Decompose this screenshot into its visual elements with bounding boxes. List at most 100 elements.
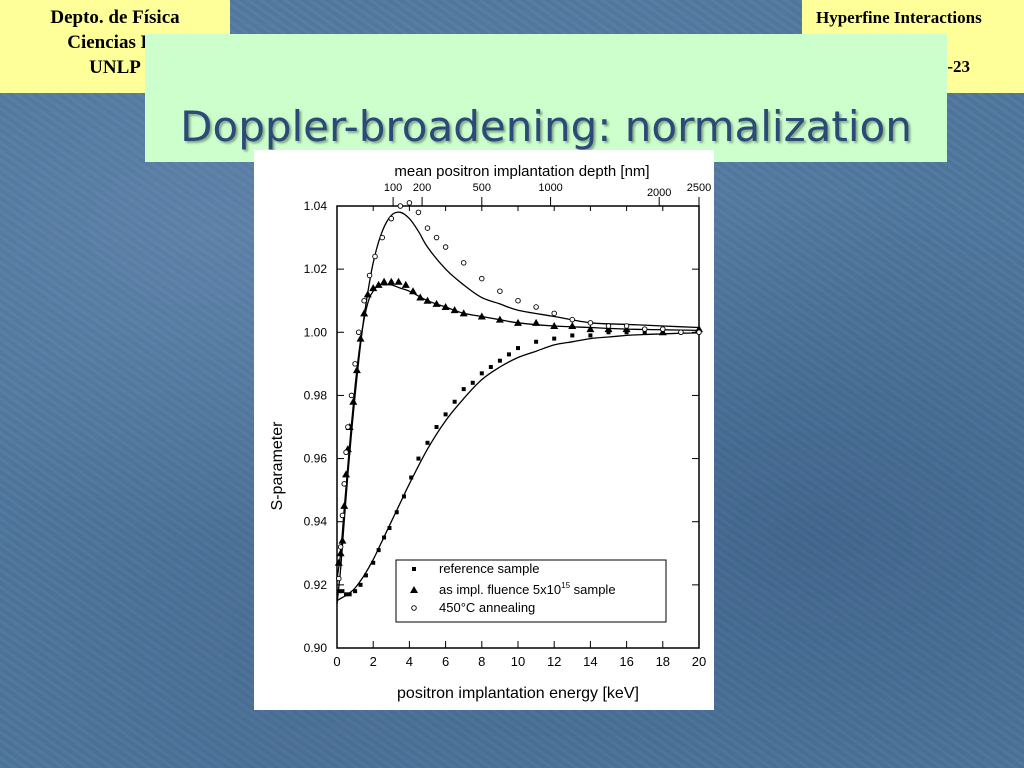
- legend-marker-triangle: [410, 586, 418, 593]
- data-point-triangle: [586, 325, 595, 333]
- y-tick-label: 0.92: [304, 578, 328, 592]
- data-point-triangle: [450, 306, 459, 314]
- data-point-circle: [533, 304, 539, 310]
- data-point-square: [452, 399, 457, 404]
- data-point-circle: [424, 225, 431, 231]
- data-point-triangle: [495, 315, 504, 323]
- data-point-circle: [460, 260, 467, 266]
- data-point-square: [479, 371, 484, 376]
- data-point-square: [416, 456, 421, 461]
- data-point-circle: [341, 481, 347, 487]
- data-point-circle: [678, 329, 684, 336]
- data-point-triangle: [401, 280, 410, 288]
- data-point-triangle: [374, 280, 383, 288]
- title-panel: Doppler-broadening: normalization: [145, 34, 947, 162]
- data-point-square: [382, 535, 387, 540]
- data-point-triangle: [432, 299, 441, 307]
- data-point-circle: [479, 275, 485, 282]
- data-point-circle: [623, 323, 630, 329]
- data-point-triangle: [369, 284, 378, 292]
- data-point-triangle: [360, 309, 369, 317]
- legend-label: 450°C annealing: [439, 600, 535, 615]
- data-point-square: [606, 330, 611, 335]
- data-point-square: [443, 412, 448, 417]
- data-point-square: [570, 333, 575, 338]
- data-point-square: [624, 330, 629, 335]
- y-tick-label: 0.96: [304, 452, 328, 466]
- data-point-square: [371, 560, 376, 565]
- data-point-circle: [343, 449, 349, 456]
- data-point-square: [534, 339, 539, 344]
- legend-marker-circle: [411, 605, 417, 611]
- data-point-triangle: [459, 309, 468, 317]
- data-point-triangle: [356, 334, 365, 342]
- data-point-triangle: [352, 366, 361, 374]
- slide-title: Doppler-broadening: normalization: [180, 102, 912, 151]
- y-axis-title: S-parameter: [269, 421, 286, 511]
- data-point-square: [347, 592, 352, 597]
- data-point-triangle: [416, 293, 425, 301]
- data-point-square: [387, 526, 392, 531]
- data-point-circle: [515, 297, 521, 304]
- course-line-1: Hyperfine Interactions: [816, 8, 982, 27]
- x-axis-title: positron implantation energy [keV]: [397, 685, 639, 702]
- data-point-circle: [415, 209, 422, 216]
- chart-legend: reference sample as impl. fluence 5x1015 …: [395, 559, 667, 623]
- data-point-square: [588, 333, 593, 338]
- data-point-circle: [433, 234, 440, 241]
- y-tick-label: 1.00: [304, 325, 328, 339]
- data-point-circle: [379, 234, 385, 241]
- top-tick-label: 200: [413, 182, 431, 194]
- data-point-circle: [337, 544, 344, 550]
- data-point-circle: [442, 244, 449, 250]
- y-tick-label: 0.94: [304, 515, 328, 529]
- institution-line-1: Depto. de Física: [50, 7, 180, 28]
- data-point-triangle: [477, 312, 486, 320]
- data-point-circle: [361, 297, 367, 304]
- x-tick-label: 2: [370, 654, 377, 669]
- x-tick-label: 14: [583, 654, 597, 669]
- course-line-2: -23: [947, 57, 970, 76]
- data-point-square: [376, 548, 381, 553]
- data-point-circle: [355, 329, 362, 336]
- data-point-circle: [348, 392, 355, 399]
- legend-box: [395, 559, 667, 623]
- data-point-square: [340, 589, 345, 594]
- fit-curve: [336, 211, 700, 604]
- x-tick-label: 4: [406, 654, 413, 669]
- data-point-square: [336, 589, 341, 594]
- data-point-triangle: [550, 321, 559, 329]
- data-point-circle: [336, 575, 342, 582]
- data-point-circle: [569, 316, 576, 323]
- data-point-square: [353, 589, 358, 594]
- data-point-triangle: [349, 397, 358, 405]
- data-point-triangle: [441, 303, 450, 311]
- x-tick-label: 0: [333, 654, 340, 669]
- data-point-square: [425, 440, 430, 445]
- data-point-triangle: [423, 296, 432, 304]
- x-tick-label: 20: [692, 654, 706, 669]
- s-parameter-chart: 0 2 4 6 8 10 12 14 16 18 20 0.90 0.92 0.94 0.96 0.98 1.0…: [254, 150, 714, 710]
- y-tick-label: 0.98: [304, 388, 328, 402]
- data-point-square: [401, 494, 406, 499]
- x-tick-label: 6: [442, 654, 449, 669]
- data-point-triangle: [334, 558, 343, 566]
- data-point-square: [344, 592, 349, 597]
- data-point-triangle: [363, 290, 372, 298]
- data-point-square: [409, 475, 414, 480]
- data-point-square: [552, 336, 557, 341]
- data-point-circle: [406, 200, 413, 206]
- data-point-square: [358, 582, 363, 587]
- data-point-square: [363, 573, 368, 578]
- top-tick-label: 2000: [647, 187, 671, 199]
- data-point-circle: [696, 329, 702, 336]
- data-point-triangle: [514, 318, 522, 326]
- data-point-triangle: [336, 549, 345, 557]
- data-point-circle: [388, 215, 395, 222]
- data-point-triangle: [409, 287, 418, 295]
- data-point-square: [461, 387, 466, 392]
- chart-background: [254, 150, 714, 710]
- data-point-triangle: [568, 321, 577, 329]
- top-tick-label: 1000: [538, 182, 562, 194]
- data-point-triangle: [387, 277, 396, 285]
